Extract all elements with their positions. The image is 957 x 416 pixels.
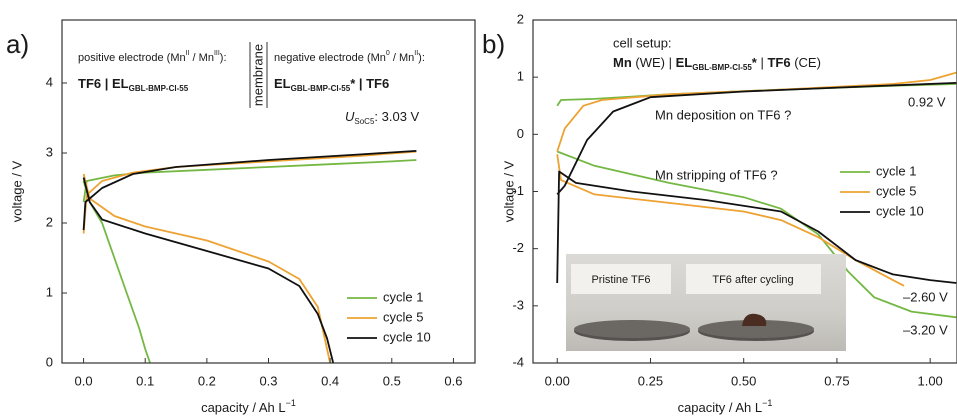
panel-label: a) — [6, 29, 29, 59]
x-axis-label-sup: −1 — [762, 398, 772, 408]
annotation: TF6 | ELGBL-BMP-Cl-55 — [78, 76, 189, 93]
y-tick-label: 3 — [46, 144, 53, 159]
annotation: Mn (WE) | ELGBL-BMP-Cl-55* | TF6 (CE) — [613, 55, 821, 72]
x-tick-label: 0.00 — [545, 373, 570, 388]
y-tick-label: -1 — [512, 183, 524, 198]
legend-label: cycle 10 — [876, 203, 924, 218]
x-tick-label: 0.5 — [383, 373, 401, 388]
y-tick-label: 1 — [46, 284, 53, 299]
annotation: 0.92 V — [908, 94, 946, 109]
disc — [698, 320, 814, 338]
x-tick-label: 0.6 — [444, 373, 462, 388]
photo-label-box — [571, 264, 671, 294]
x-tick-label: 0.2 — [198, 373, 216, 388]
y-axis-label: voltage / V — [9, 160, 24, 222]
axes: 0.00 0.25 0.50 0.75 1.00 -4 -3 -2 -1 0 1 2 capacity … — [501, 11, 957, 415]
disc — [574, 320, 690, 338]
x-tick-label: 0.50 — [731, 373, 756, 388]
photo-label: TF6 after cycling — [712, 274, 793, 286]
annotation: membrane — [250, 44, 265, 106]
x-tick-label: 0.25 — [638, 373, 663, 388]
x-axis-label-text: capacity / Ah L — [678, 400, 763, 415]
data-line — [82, 159, 417, 363]
plot-area — [556, 71, 957, 319]
deposit — [742, 313, 767, 326]
x-tick-label: 0.1 — [136, 373, 154, 388]
data-line — [82, 150, 417, 363]
photo-label: Pristine TF6 — [591, 274, 650, 286]
data-line — [556, 71, 957, 287]
data-line — [556, 82, 957, 284]
x-axis-label: capacity / Ah L−1 — [678, 398, 773, 415]
annotation: Mn deposition on TF6 ? — [655, 107, 791, 122]
y-axis-label: voltage / V — [501, 160, 516, 222]
y-tick-label: 1 — [517, 69, 524, 84]
y-tick-label: 2 — [517, 11, 524, 26]
x-tick-label: 1.00 — [917, 373, 942, 388]
y-tick-label: 4 — [46, 74, 53, 89]
annotation: –2.60 V — [903, 289, 948, 304]
x-tick-label: 0.3 — [259, 373, 277, 388]
annotation: cell setup: — [613, 35, 672, 50]
x-tick-label: 0.75 — [824, 373, 849, 388]
annotation: positive electrode (MnII / MnIII): — [78, 50, 227, 64]
data-line — [82, 150, 417, 363]
legend-label: cycle 1 — [876, 163, 916, 178]
annotation: –3.20 V — [903, 322, 948, 337]
x-axis-label: capacity / Ah L−1 — [201, 398, 296, 415]
legend-label: cycle 1 — [383, 289, 423, 304]
panel-label: b) — [482, 29, 505, 59]
annotation: Mn stripping of TF6 ? — [655, 167, 778, 182]
y-tick-label: 0 — [517, 126, 524, 141]
annotation: USoC5: 3.03 V — [345, 109, 420, 126]
y-tick-label: -3 — [512, 297, 524, 312]
x-axis-label-sup: −1 — [286, 398, 296, 408]
y-tick-label: 0 — [46, 354, 53, 369]
y-tick-label: -4 — [512, 354, 524, 369]
x-tick-label: 0.4 — [321, 373, 339, 388]
plot-area — [82, 150, 417, 363]
legend-label: cycle 5 — [383, 309, 423, 324]
legend-label: cycle 5 — [876, 183, 916, 198]
x-axis-label-text: capacity / Ah L — [201, 400, 286, 415]
legend-label: cycle 10 — [383, 329, 431, 344]
y-tick-label: 2 — [46, 214, 53, 229]
y-tick-label: -2 — [512, 240, 524, 255]
x-tick-label: 0.0 — [75, 373, 93, 388]
annotation: ELGBL-BMP-Cl-55* | TF6 — [274, 76, 389, 93]
axes: 0.0 0.1 0.2 0.3 0.4 0.5 0.6 0 1 2 3 4 capacity / Ah … — [9, 19, 476, 415]
inset-photo: Pristine TF6 TF6 after cycling — [566, 254, 846, 351]
annotation: negative electrode (Mn0 / MnII): — [274, 50, 425, 64]
photo-label-box — [686, 264, 821, 294]
